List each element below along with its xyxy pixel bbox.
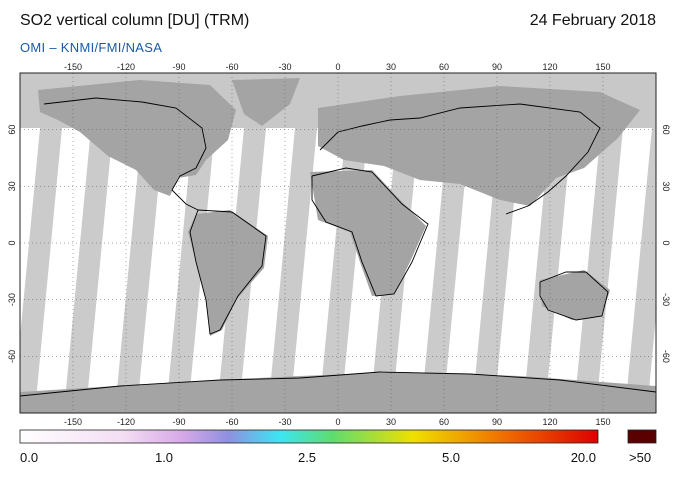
lon-tick-label-top: -60 [225,62,238,72]
colorbar-overflow-label: >50 [629,450,652,465]
lon-tick-label-bottom: -90 [172,417,185,427]
lat-ticks-left: 60 30 0 -30 -60 [7,125,17,363]
lon-tick-label-bottom: -120 [117,417,135,427]
coast-africa [311,167,429,297]
lon-tick-label-bottom: 120 [542,417,557,427]
colorbar-label-1: 1.0 [154,450,174,465]
lon-tick-label-bottom: -30 [278,417,291,427]
orbit-gap-swaths [20,128,656,400]
coast-north-america [43,97,207,211]
lon-tick-label-top: 90 [492,62,502,72]
lon-ticks-top: -150 -120 -90 -60 -30 0 30 60 90 120 150 [64,62,611,72]
lat-tick-label-left: 60 [7,125,17,135]
coast-south-america [189,209,267,335]
lat-tick-label-left: 0 [7,240,17,245]
lat-tick-label-right: -60 [661,350,671,363]
lon-tick-label-top: 150 [595,62,610,72]
lon-tick-label-bottom: 30 [386,417,396,427]
lon-tick-label-top: 120 [542,62,557,72]
lon-tick-label-top: 60 [439,62,449,72]
colorbar-label-0: 0.0 [20,450,39,465]
data-credit: OMI – KNMI/FMI/NASA [20,40,163,55]
lat-tick-label-left: -60 [7,350,17,363]
north-america [38,80,236,196]
orbit-gap-swath [167,128,215,400]
orbit-gap-swath [65,128,113,400]
colorbar-overflow-box [627,429,657,444]
africa [310,170,426,296]
australia [540,270,610,320]
colorbar-label-4: 20.0 [570,450,596,465]
orbit-gap-swath [269,128,317,400]
orbit-gap-swath [422,128,470,400]
orbit-gap-swath [575,128,623,400]
eurasia [318,86,640,206]
lon-tick-label-bottom: -60 [225,417,238,427]
lon-tick-label-top: -120 [117,62,135,72]
map-frame [19,72,657,414]
lon-tick-label-bottom: 150 [595,417,610,427]
lat-tick-label-right: 0 [661,240,671,245]
lat-tick-label-right: 30 [661,181,671,191]
lat-tick-label-left: 30 [7,181,17,191]
map-area [20,73,656,413]
lat-tick-label-right: -30 [661,293,671,306]
lon-tick-label-top: -30 [278,62,291,72]
lon-tick-label-bottom: 90 [492,417,502,427]
lon-tick-label-bottom: 0 [335,417,340,427]
lat-tick-label-right: 60 [661,125,671,135]
colorbar-label-2: 2.5 [297,450,317,465]
lon-tick-label-bottom: 60 [439,417,449,427]
lon-tick-label-top: -90 [172,62,185,72]
coast-antarctica [20,371,656,397]
coast-australia [539,271,609,321]
lat-ticks-right: 60 30 0 -30 -60 [661,125,671,363]
map-title: SO2 vertical column [DU] (TRM) [20,12,250,29]
graticule [20,73,656,413]
lon-ticks-bottom: -150 -120 -90 -60 -30 0 30 60 90 120 150 [64,417,611,427]
lon-tick-label-top: -150 [64,62,82,72]
lon-tick-label-bottom: -150 [64,417,82,427]
coastlines [20,97,656,397]
south-america [188,210,268,336]
coast-europe-asia [319,103,601,215]
lat-tick-label-left: -30 [7,293,17,306]
map-date: 24 February 2018 [529,12,656,29]
orbit-gap-swath [116,128,164,400]
orbit-gap-swath [20,128,62,400]
lon-tick-label-top: 30 [386,62,396,72]
orbit-gap-swath [524,128,572,400]
colorbar [19,429,599,444]
orbit-gap-swath [626,128,656,400]
lon-tick-label-top: 0 [335,62,340,72]
colorbar-label-3: 5.0 [441,450,461,465]
greenland [232,78,300,126]
